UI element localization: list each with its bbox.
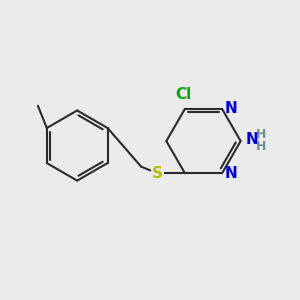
Text: N: N bbox=[224, 101, 237, 116]
Text: H: H bbox=[256, 140, 266, 153]
Text: N: N bbox=[246, 132, 259, 147]
Text: Cl: Cl bbox=[175, 87, 192, 102]
Text: S: S bbox=[152, 166, 163, 181]
Text: N: N bbox=[224, 166, 237, 181]
Text: H: H bbox=[256, 128, 266, 141]
